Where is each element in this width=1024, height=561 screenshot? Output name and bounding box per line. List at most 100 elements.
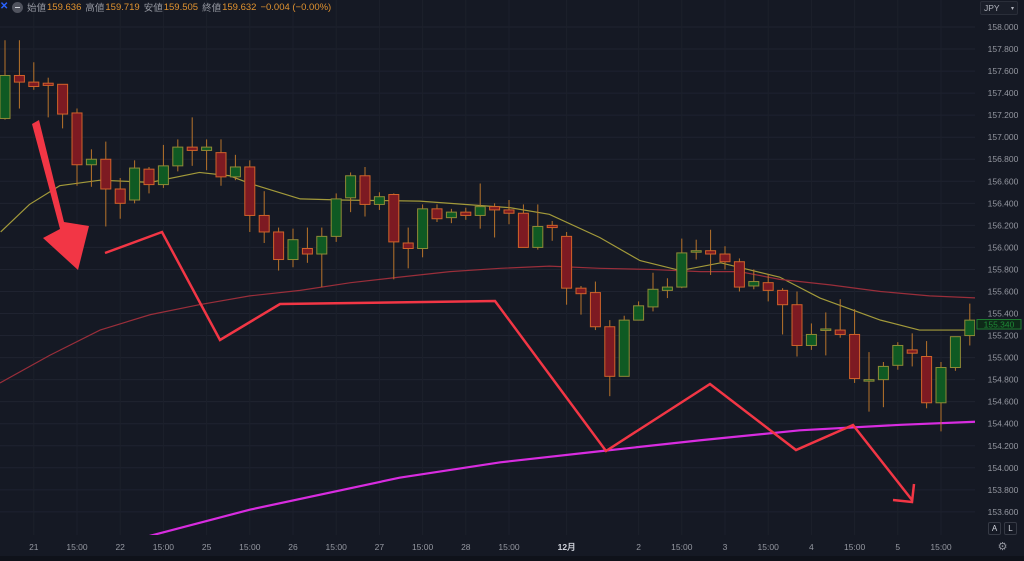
- time-tick-label: 15:00: [66, 542, 88, 552]
- candle-body: [431, 208, 443, 220]
- candle-up: [863, 352, 875, 412]
- candle-down: [705, 229, 717, 275]
- price-tick-label: 154.400: [988, 419, 1019, 429]
- candle-up: [445, 208, 457, 224]
- candle-down: [546, 220, 558, 241]
- candle-down: [301, 227, 313, 263]
- collapse-icon[interactable]: [12, 1, 23, 13]
- candle-body: [690, 250, 702, 253]
- bottom-toolbar: [0, 556, 1024, 561]
- candle-body: [28, 81, 40, 88]
- candle-body: [849, 333, 861, 380]
- price-tick-label: 155.000: [988, 353, 1019, 363]
- candle-down: [719, 246, 731, 270]
- candle-body: [460, 211, 472, 216]
- candle-down: [906, 333, 918, 367]
- candle-down: [57, 83, 69, 129]
- candle-body: [489, 206, 501, 211]
- candle-body: [964, 319, 975, 337]
- candle-down: [777, 288, 789, 335]
- currency-selector[interactable]: JPY ▾: [980, 1, 1018, 15]
- drawing-annotations[interactable]: [32, 120, 916, 504]
- price-tick-label: 153.800: [988, 485, 1019, 495]
- candle-up: [748, 269, 760, 290]
- candle-up: [935, 362, 947, 432]
- ma-long-line: [0, 265, 975, 384]
- candle-body: [273, 231, 285, 261]
- candle-body: [359, 175, 371, 205]
- chart-symbol-icon[interactable]: ✕: [0, 1, 9, 12]
- time-tick-label: 2: [636, 542, 641, 552]
- candle-body: [733, 261, 745, 288]
- price-tick-label: 154.200: [988, 441, 1019, 451]
- candle-body: [805, 333, 817, 346]
- candle-body: [820, 328, 832, 331]
- time-tick-label: 15:00: [758, 542, 780, 552]
- time-tick-label: 26: [288, 542, 298, 552]
- candle-up: [820, 312, 832, 356]
- candle-body: [201, 146, 213, 151]
- candle-up: [661, 278, 673, 299]
- ohlc-legend: ✕ 始値 159.636 高値 159.719 安値 159.505 終値 15…: [0, 0, 331, 14]
- candle-up: [805, 323, 817, 350]
- candle-down: [71, 108, 83, 186]
- time-tick-label: 15:00: [239, 542, 261, 552]
- moving-averages: [0, 171, 975, 535]
- candle-up: [964, 303, 975, 346]
- candle-down: [489, 203, 501, 238]
- log-scale-button[interactable]: L: [1004, 522, 1017, 535]
- candle-body: [618, 319, 630, 377]
- candle-body: [503, 209, 515, 214]
- auto-scale-button[interactable]: A: [988, 522, 1001, 535]
- candle-body: [474, 206, 486, 216]
- high-value: 159.719: [105, 1, 140, 13]
- candle-body: [100, 158, 112, 190]
- candle-body: [417, 208, 429, 250]
- price-axis[interactable]: 158.000 157.800 157.600 157.400 157.200 157.0…: [988, 22, 1019, 517]
- zigzag-arrowhead: [892, 483, 916, 504]
- candle-body: [935, 367, 947, 404]
- candle-body: [647, 288, 659, 308]
- candle-up: [417, 204, 429, 258]
- candle-body: [949, 336, 961, 369]
- grid-lines: [0, 26, 975, 513]
- high-label: 高値: [85, 3, 105, 14]
- candle-up: [157, 144, 169, 188]
- price-tick-label: 157.800: [988, 44, 1019, 54]
- candle-down: [834, 299, 846, 338]
- candle-down: [244, 160, 256, 232]
- ma-magenta-line: [148, 420, 975, 535]
- gear-icon[interactable]: ⚙: [997, 541, 1008, 553]
- candle-body: [157, 165, 169, 186]
- close-label: 終値: [202, 3, 222, 14]
- candle-body: [575, 287, 587, 295]
- candle-body: [633, 305, 645, 321]
- time-tick-label: 12月: [558, 542, 576, 552]
- candle-down: [517, 204, 529, 248]
- candle-body: [604, 326, 616, 377]
- time-axis[interactable]: 202115:002215:002515:002615:002715:00281…: [0, 542, 952, 552]
- price-tick-label: 154.000: [988, 463, 1019, 473]
- candle-body: [877, 365, 889, 381]
- candle-body: [85, 158, 97, 166]
- candle-body: [373, 196, 385, 205]
- time-tick-label: 22: [115, 542, 125, 552]
- candle-up: [532, 204, 544, 250]
- down-arrow-drawing[interactable]: [32, 120, 89, 270]
- price-tick-label: 155.400: [988, 309, 1019, 319]
- time-tick-label: 27: [375, 542, 385, 552]
- time-tick-label: 3: [723, 542, 728, 552]
- candle-body: [589, 292, 601, 328]
- candle-body: [719, 253, 731, 263]
- candle-body: [402, 242, 414, 250]
- price-tick-label: 155.600: [988, 286, 1019, 296]
- candle-down: [402, 227, 414, 269]
- candle-body: [906, 349, 918, 354]
- candle-body: [244, 166, 256, 216]
- candle-up: [172, 139, 184, 172]
- time-tick-label: 15:00: [326, 542, 348, 552]
- zigzag-drawing[interactable]: [104, 230, 913, 501]
- candle-up: [287, 228, 299, 268]
- candle-body: [546, 224, 558, 229]
